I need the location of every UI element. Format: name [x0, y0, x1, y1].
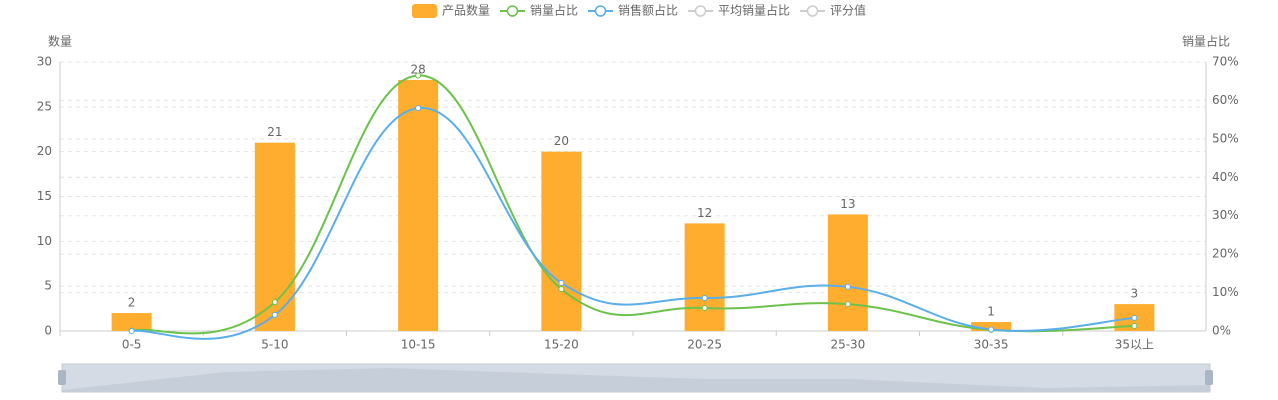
point	[988, 326, 995, 333]
y-tick-label: 30	[37, 55, 52, 69]
bar	[684, 223, 725, 331]
zoom-handle[interactable]	[58, 370, 66, 385]
y2-tick-label: 40%	[1212, 170, 1239, 184]
legend-swatch[interactable]	[694, 5, 707, 17]
y-tick-label: 5	[44, 279, 52, 293]
y-axis-title: 数量	[48, 34, 72, 49]
value-label: 12	[697, 206, 712, 220]
legend-swatch[interactable]	[806, 5, 819, 17]
point	[701, 304, 708, 311]
legend-label[interactable]: 产品数量	[442, 3, 490, 18]
value-label: 20	[554, 134, 569, 148]
y-tick-label: 15	[37, 189, 52, 203]
value-label: 3	[1131, 287, 1139, 301]
point	[415, 72, 422, 79]
bar	[111, 313, 152, 331]
y-tick-label: 25	[37, 99, 52, 113]
legend-swatch[interactable]	[411, 4, 437, 18]
value-label: 1	[987, 305, 995, 319]
y2-tick-label: 70%	[1212, 55, 1239, 69]
point	[271, 311, 278, 318]
x-tick-label: 5-10	[261, 338, 288, 352]
point	[128, 328, 135, 334]
y2-tick-label: 60%	[1212, 93, 1239, 107]
value-label: 13	[840, 197, 855, 211]
x-tick-label: 25-30	[830, 338, 865, 352]
legend-label[interactable]: 销量占比	[530, 3, 578, 18]
y2-tick-label: 30%	[1212, 208, 1239, 222]
point	[271, 299, 278, 306]
y2-tick-label: 0%	[1212, 324, 1231, 338]
legend-label[interactable]: 评分值	[830, 3, 866, 18]
point	[701, 294, 708, 301]
value-label: 21	[267, 125, 282, 139]
x-tick-label: 35以上	[1115, 338, 1154, 352]
y2-tick-label: 20%	[1212, 247, 1239, 261]
y2-axis-title: 销量占比	[1182, 34, 1230, 49]
x-tick-label: 10-15	[401, 338, 436, 352]
bar	[398, 79, 439, 331]
zoom-handle[interactable]	[1205, 370, 1213, 385]
legend-label[interactable]: 平均销量占比	[718, 3, 790, 18]
x-tick-label: 20-25	[687, 338, 722, 352]
y-tick-label: 10	[37, 234, 52, 248]
value-label: 2	[128, 296, 136, 310]
bar	[827, 214, 868, 331]
bar	[541, 151, 582, 331]
y-tick-label: 20	[37, 144, 52, 158]
point	[844, 301, 851, 308]
y-tick-label: 0	[44, 324, 52, 338]
point	[1131, 314, 1138, 321]
point	[415, 105, 422, 112]
legend-swatch[interactable]	[594, 5, 607, 17]
line	[131, 107, 1135, 340]
value-label: 28	[410, 62, 425, 76]
legend-label[interactable]: 销售额占比	[618, 3, 678, 18]
x-tick-label: 30-35	[974, 338, 1009, 352]
y2-tick-label: 10%	[1212, 285, 1239, 299]
zoom-shadow	[62, 368, 1210, 392]
point	[844, 283, 851, 290]
x-tick-label: 15-20	[544, 338, 579, 352]
line	[131, 74, 1135, 335]
data-zoom[interactable]	[58, 363, 1213, 393]
point	[1131, 323, 1138, 330]
point	[558, 279, 565, 286]
point	[558, 286, 565, 293]
legend-swatch[interactable]	[506, 5, 519, 17]
x-tick-label: 0-5	[122, 338, 142, 352]
y2-tick-label: 50%	[1212, 131, 1239, 145]
